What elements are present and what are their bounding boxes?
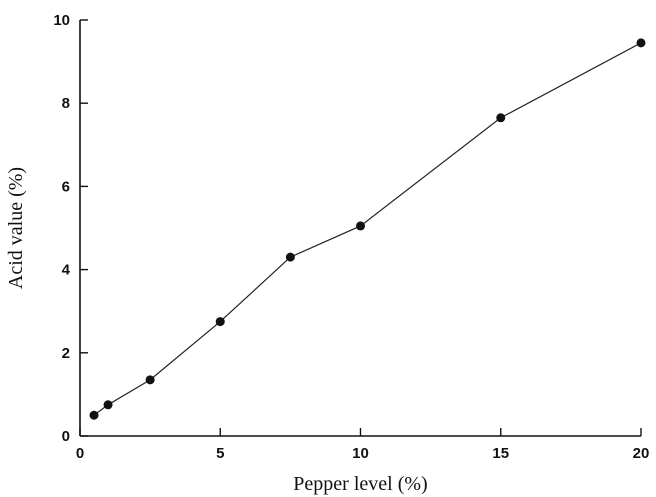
y-tick-label: 10 bbox=[53, 12, 70, 29]
data-point bbox=[103, 400, 113, 410]
x-axis-title: Pepper level (%) bbox=[293, 473, 427, 495]
x-tick-label: 0 bbox=[76, 445, 84, 462]
data-point bbox=[285, 252, 295, 262]
y-axis-title: Acid value (%) bbox=[5, 167, 27, 289]
y-tick-label: 6 bbox=[62, 178, 70, 195]
data-point bbox=[145, 375, 155, 385]
y-tick-label: 2 bbox=[62, 345, 70, 362]
x-tick-label: 10 bbox=[352, 445, 369, 462]
x-ticks: 0 5 10 15 20 bbox=[76, 428, 650, 462]
data-point bbox=[636, 38, 646, 48]
x-tick-label: 5 bbox=[216, 445, 224, 462]
data-point bbox=[496, 113, 506, 123]
data-point bbox=[89, 410, 99, 420]
series-line bbox=[93, 42, 642, 416]
y-ticks: 0 2 4 6 8 10 bbox=[53, 12, 88, 445]
series-layer bbox=[89, 38, 646, 420]
y-tick-label: 0 bbox=[62, 428, 70, 445]
x-tick-label: 20 bbox=[633, 445, 650, 462]
data-point bbox=[215, 317, 225, 327]
x-tick-label: 15 bbox=[492, 445, 509, 462]
data-point bbox=[356, 221, 365, 231]
y-tick-label: 4 bbox=[62, 262, 71, 279]
y-tick-label: 8 bbox=[62, 95, 70, 112]
